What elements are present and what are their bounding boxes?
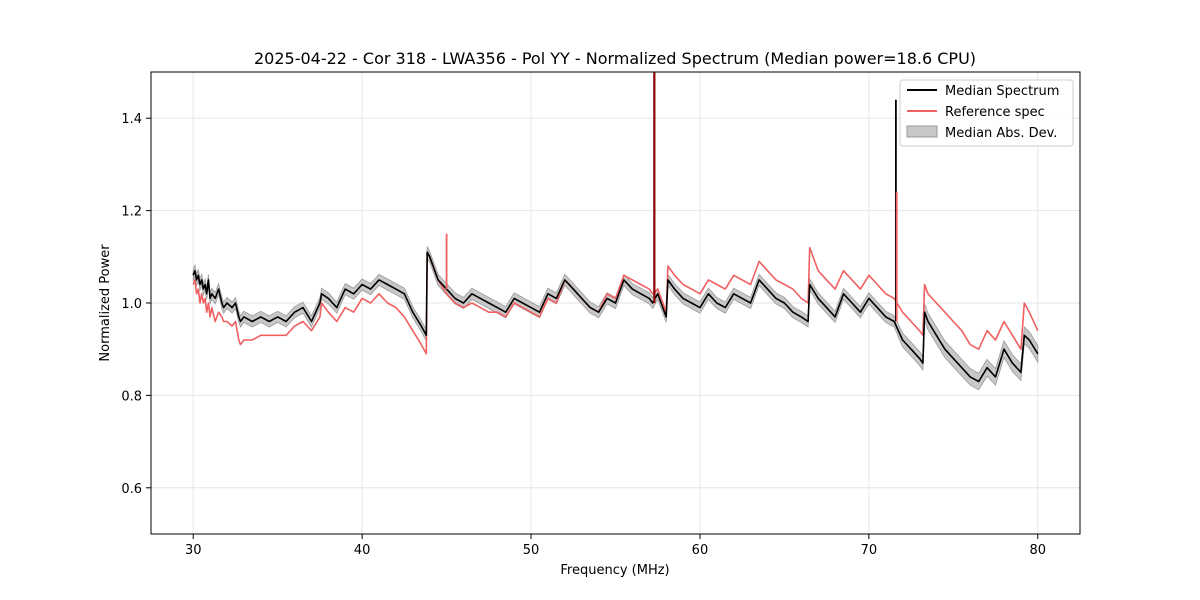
y-tick-label: 1.2 <box>121 205 142 220</box>
chart-title: 2025-04-22 - Cor 318 - LWA356 - Pol YY -… <box>254 49 976 68</box>
x-tick-label: 60 <box>692 543 709 558</box>
y-tick-label: 1.0 <box>121 297 142 312</box>
legend-label-median: Median Spectrum <box>945 84 1059 99</box>
x-tick-label: 70 <box>861 543 878 558</box>
x-tick-label: 80 <box>1029 543 1046 558</box>
legend-label-mad: Median Abs. Dev. <box>945 126 1057 141</box>
plot-content <box>192 72 1039 391</box>
y-tick-label: 0.6 <box>121 482 142 497</box>
y-tick-label: 0.8 <box>121 389 142 404</box>
legend-swatch-mad <box>906 125 938 138</box>
x-axis-label: Frequency (MHz) <box>560 563 669 578</box>
y-axis-label: Normalized Power <box>98 244 113 362</box>
median-spectrum-line <box>192 251 1039 383</box>
y-axis: 0.6 0.8 1.0 1.2 1.4 <box>121 112 151 497</box>
y-tick-label: 1.4 <box>121 112 142 127</box>
legend-label-reference: Reference spec <box>945 105 1045 120</box>
legend: Median Spectrum Reference spec Median Ab… <box>899 79 1074 147</box>
x-tick-label: 50 <box>523 543 540 558</box>
x-tick-label: 30 <box>185 543 202 558</box>
mad-band <box>192 246 1039 391</box>
x-axis: 30 40 50 60 70 80 <box>185 534 1046 558</box>
x-tick-label: 40 <box>354 543 371 558</box>
legend-box <box>899 79 1074 147</box>
